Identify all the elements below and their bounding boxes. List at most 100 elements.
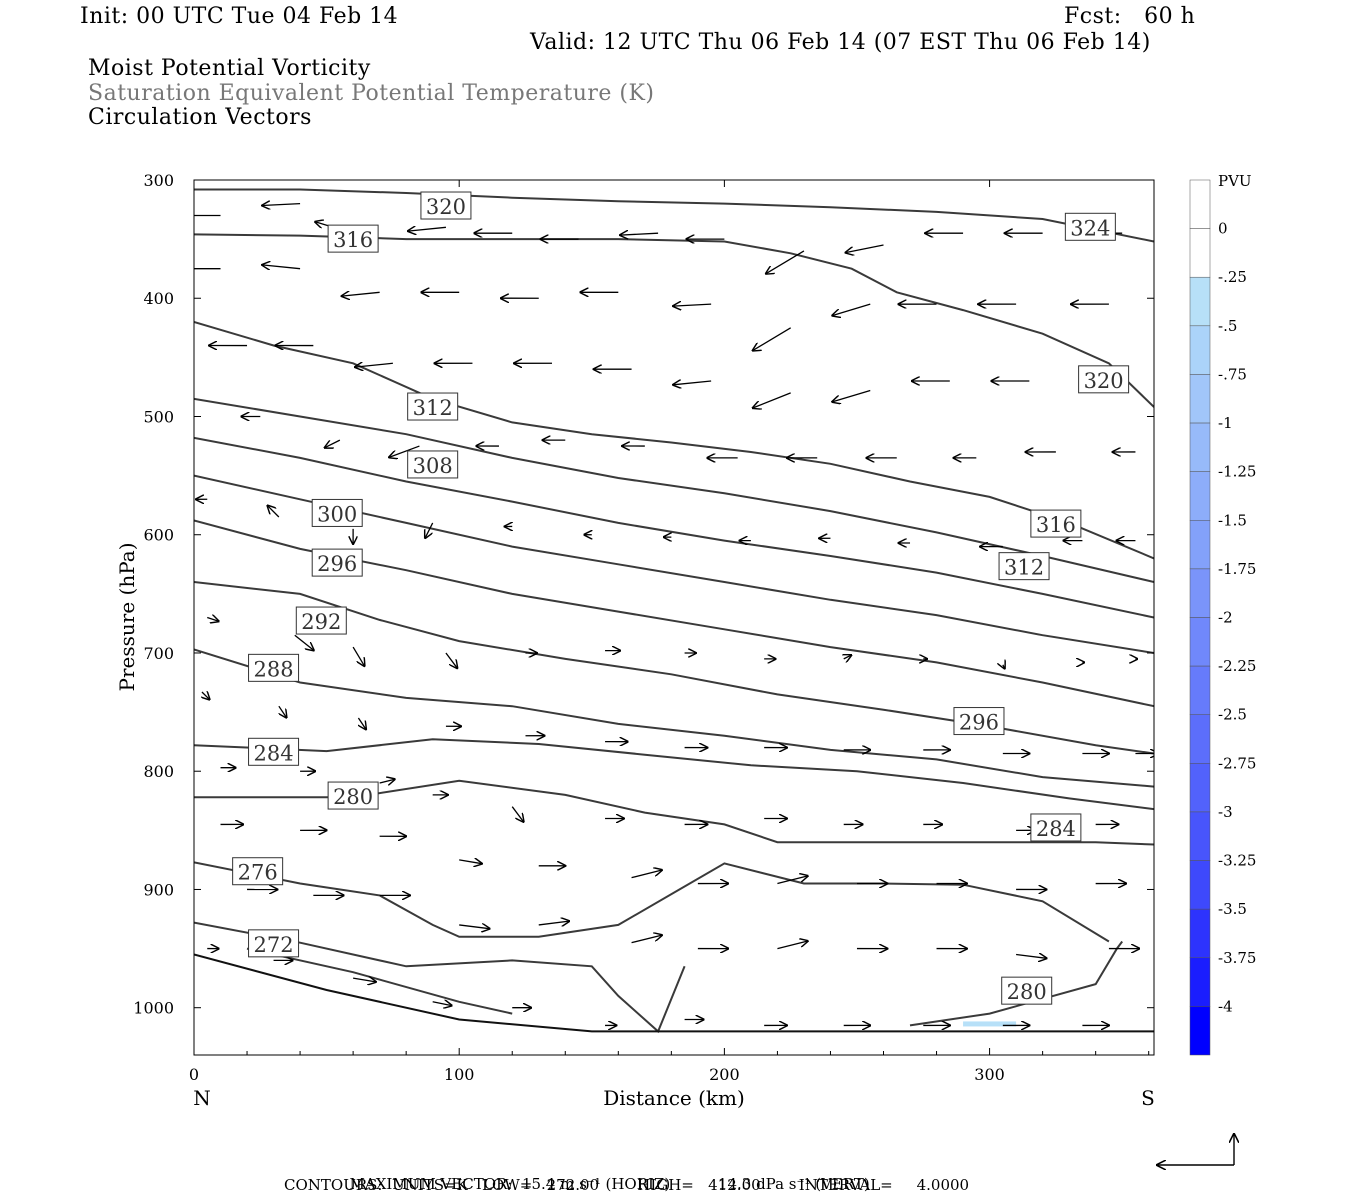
contour-label-box [248,737,300,766]
theta-es-contour-4 [194,436,1154,619]
contour-label-box [311,548,363,577]
contour-label-2: 324 [1064,212,1116,241]
circulation-vector-116 [538,921,569,925]
x-tick-label: 100 [444,1065,475,1084]
circulation-vector-70 [844,655,852,659]
contour-label-text: 284 [254,741,294,765]
contour-label-text: 280 [333,785,373,809]
contour-280-south [909,940,1124,1027]
circulation-vector-27 [355,363,393,367]
contour-label-text: 324 [1070,216,1110,240]
circulation-vector-65 [445,652,457,668]
colorbar-swatch-13 [1189,811,1211,861]
circulation-vector-77 [358,717,366,729]
contour-label-5: 308 [407,450,459,479]
forecast-hour: Fcst: 60 h [1064,4,1196,29]
contour-label-text: 320 [1084,369,1124,393]
contour-label-box [407,450,459,479]
circulation-vector-38 [325,439,341,448]
theta-es-contour-9 [194,738,1154,811]
valid-time: Valid: 12 UTC Thu 06 Feb 14 (07 EST Thu … [530,30,1151,55]
colorbar-label: -3.25 [1218,852,1256,870]
x-tick-label: 0 [189,1065,199,1084]
circulation-vector-119 [777,941,807,950]
plot-frame [193,179,1155,1056]
circulation-vector-63 [294,634,314,650]
contour-label-box [248,653,300,682]
colorbar-swatch-10 [1189,665,1211,715]
contour-label-12: 296 [953,707,1005,736]
contour-label-text: 284 [1036,817,1076,841]
field-label-vectors: Circulation Vectors [88,105,312,130]
colorbar-swatch-17 [1189,1006,1211,1056]
colorbar-swatch-1 [1189,228,1211,278]
colorbar-swatch-5 [1189,422,1211,472]
circulation-vector-20 [753,327,792,351]
contour-label-text: 312 [413,396,453,420]
footer-contours: CONTOURS: UNITS=K LOW= 272.00 HIGH= 412.… [284,1176,970,1194]
theta-es-contour-13 [246,947,513,1015]
contour-label-18: 280 [1001,976,1053,1005]
circulation-vector-15 [342,292,380,296]
y-tick-label: 600 [143,526,174,545]
contour-label-17: 272 [248,929,300,958]
colorbar-label: -1.75 [1218,560,1256,578]
x-tick-label: 200 [709,1065,740,1084]
y-tick-label: 900 [143,880,174,899]
contour-label-box [1064,212,1116,241]
contour-label-10: 292 [295,606,347,635]
footer-max-vector: MAXIMUM VECTOR: 15.4 m s⁻¹ (HORIZ) 14.3 … [340,1157,870,1193]
colorbar-swatch-12 [1189,763,1211,813]
footer-max-vector-label: MAXIMUM VECTOR: [349,1175,513,1193]
y-tick-label: 400 [143,289,174,308]
contour-label-text: 316 [1036,513,1076,537]
footer-max-vector-vert: 14.3 dPa s⁻¹ (VERT) [717,1175,870,1193]
colorbar-label: -3.75 [1218,949,1256,967]
colorbar-swatch-11 [1189,714,1211,764]
contour-label-text: 280 [1007,980,1047,1004]
theta-es-contour-10 [194,779,1154,846]
circulation-vector-52 [425,522,434,538]
colorbar-label: 0 [1218,220,1228,238]
circulation-vector-90 [379,779,395,783]
contour-label-16: 276 [232,857,284,886]
circulation-vector-21 [832,303,871,315]
colorbar-swatch-4 [1189,374,1211,424]
colorbar-label: -.75 [1218,365,1247,383]
colorbar-label: -3 [1218,803,1233,821]
contour-label-box [311,498,363,527]
y-tick-label: 800 [143,762,174,781]
colorbar-swatch-15 [1189,908,1211,959]
contour-label-text: 320 [426,195,466,219]
x-end-label-south: S [1141,1086,1155,1110]
colorbar-swatch-9 [1189,617,1211,667]
circulation-vector-8 [766,250,805,274]
contour-label-box [1001,976,1053,1005]
contour-label-8: 296 [311,548,363,577]
contour-label-1: 316 [327,224,379,253]
contour-label-box [953,707,1005,736]
circulation-vector-32 [753,392,791,408]
contour-label-box [998,552,1050,581]
footer-max-vector-horiz: 15.4 m s⁻¹ (HORIZ) [521,1175,671,1193]
colorbar-label: -.5 [1218,317,1237,335]
contour-label-box [420,191,472,220]
contour-label-box [295,606,347,635]
colorbar-label: -3.5 [1218,900,1247,918]
circulation-vector-31 [673,381,712,385]
theta-es-contour-8 [194,648,1154,788]
contour-label-7: 316 [1030,509,1082,538]
contour-label-box [1030,813,1082,842]
contour-label-13: 284 [248,737,300,766]
colorbar-swatch-7 [1189,520,1211,570]
init-time: Init: 00 UTC Tue 04 Feb 14 [80,4,399,29]
contour-label-text: 296 [959,711,999,735]
contour-label-box [327,224,379,253]
circulation-vector-76 [279,705,287,717]
circulation-vector-117 [631,935,662,944]
y-tick-label: 500 [143,407,174,426]
contour-label-3: 320 [1078,365,1130,394]
ground-contour [194,953,1154,1033]
contour-label-box [232,857,284,886]
